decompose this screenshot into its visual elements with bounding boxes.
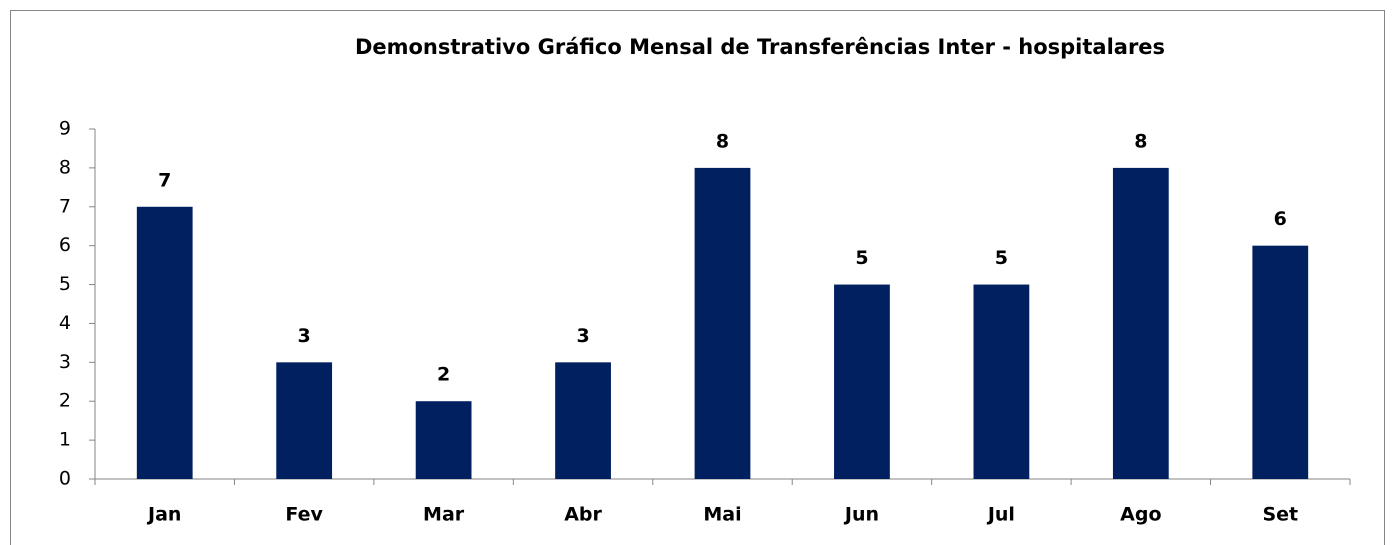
x-tick-label: Mar — [423, 504, 465, 526]
y-tick-label: 8 — [59, 156, 71, 178]
data-label: 7 — [158, 169, 171, 191]
x-tick-label: Mai — [703, 504, 741, 526]
y-tick-label: 7 — [59, 195, 71, 217]
y-tick-label: 1 — [59, 429, 71, 451]
x-tick-label: Abr — [564, 504, 602, 526]
bar — [834, 284, 890, 479]
data-label: 5 — [855, 247, 868, 269]
bar — [973, 284, 1030, 479]
data-label: 8 — [1134, 130, 1147, 152]
x-tick-label: Ago — [1120, 504, 1161, 526]
y-tick-label: 5 — [59, 273, 71, 295]
data-label: 6 — [1274, 208, 1287, 230]
chart-title: Demonstrativo Gráfico Mensal de Transfer… — [355, 35, 1165, 59]
y-tick-label: 2 — [59, 390, 71, 412]
data-label: 3 — [576, 325, 589, 347]
x-tick-label: Set — [1262, 504, 1298, 526]
x-tick-label: Jun — [843, 504, 879, 526]
bar — [276, 362, 333, 479]
y-tick-label: 4 — [59, 312, 71, 334]
bar — [1252, 245, 1309, 479]
data-label: 8 — [716, 130, 729, 152]
bar — [555, 362, 611, 479]
bar — [136, 206, 193, 479]
data-label: 2 — [437, 364, 450, 386]
x-tick-label: Jul — [986, 504, 1015, 526]
x-tick-label: Jan — [146, 504, 181, 526]
y-tick-label: 9 — [59, 118, 71, 140]
x-tick-label: Fev — [285, 504, 323, 526]
data-label: 3 — [298, 325, 311, 347]
y-tick-label: 6 — [59, 234, 71, 256]
y-tick-label: 3 — [59, 351, 71, 373]
bar — [415, 401, 472, 479]
y-tick-label: 0 — [59, 468, 71, 490]
bar — [1112, 167, 1169, 479]
data-label: 5 — [995, 247, 1008, 269]
bar — [694, 167, 751, 479]
